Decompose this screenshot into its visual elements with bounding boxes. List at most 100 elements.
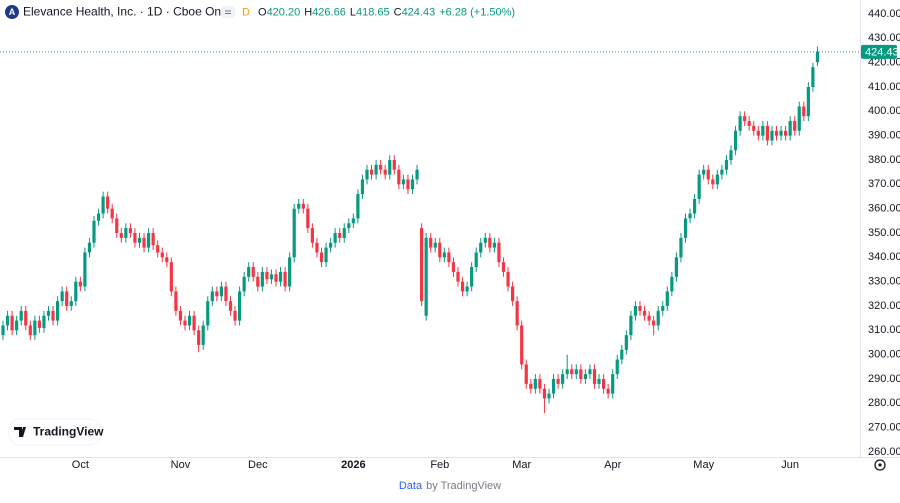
- candle-body: [424, 237, 428, 316]
- candle-body: [711, 179, 715, 185]
- candle-body: [60, 291, 64, 302]
- candle-body: [347, 223, 351, 229]
- candle-body: [802, 106, 806, 117]
- candle-body: [260, 271, 264, 287]
- candle-body: [624, 335, 628, 350]
- y-tick-label: 430.00: [868, 32, 900, 44]
- candle-body: [661, 306, 665, 311]
- header-bg: [2, 2, 472, 22]
- candle-body: [215, 291, 219, 297]
- candle-body: [174, 291, 178, 311]
- candle-body: [756, 130, 760, 136]
- y-tick-label: 370.00: [868, 178, 900, 190]
- c-value: 424.43: [402, 6, 436, 18]
- settings-button[interactable]: [874, 459, 886, 471]
- candle-body: [647, 315, 651, 321]
- candle-body: [406, 179, 410, 190]
- y-tick-label: 390.00: [868, 130, 900, 142]
- candle-body: [674, 257, 678, 277]
- candle-body: [369, 169, 374, 175]
- candle-body: [779, 130, 783, 136]
- candle-body: [479, 242, 483, 253]
- candle-body: [738, 116, 742, 131]
- candle-body: [551, 379, 556, 394]
- y-tick-label: 380.00: [868, 154, 900, 166]
- candle-body: [611, 374, 615, 394]
- c-label: C: [394, 6, 402, 18]
- candle-body: [37, 320, 41, 328]
- candle-body: [51, 310, 55, 321]
- l-value: 418.65: [356, 6, 390, 18]
- candle-body: [351, 218, 355, 224]
- candle-body: [511, 286, 515, 302]
- candle-body: [192, 315, 196, 331]
- candle-body: [797, 106, 801, 131]
- candle-body: [24, 310, 28, 326]
- o-label: O: [258, 6, 267, 18]
- candle-body: [420, 228, 424, 302]
- candle-body: [542, 388, 547, 399]
- plot-area: [0, 46, 860, 414]
- candle-body: [28, 325, 32, 336]
- candle-body: [447, 252, 451, 263]
- candle-body: [278, 271, 283, 282]
- candle-body: [583, 374, 587, 379]
- candle-body: [460, 281, 465, 292]
- candle-body: [397, 169, 401, 185]
- candle-body: [720, 169, 724, 175]
- candle-body: [815, 51, 820, 63]
- settings-icon[interactable]: [874, 459, 886, 471]
- candle-body: [247, 267, 251, 277]
- candle-body: [83, 252, 87, 287]
- candle-body: [761, 125, 765, 136]
- candle-body: [379, 164, 383, 170]
- candle-body: [524, 364, 528, 384]
- candle-body: [301, 203, 305, 209]
- candle-body: [142, 237, 146, 248]
- footer-link[interactable]: Data: [399, 480, 423, 492]
- candle-body: [274, 274, 278, 282]
- candle-body: [633, 306, 638, 316]
- candle-body: [292, 208, 296, 258]
- candle-body: [806, 87, 810, 117]
- candle-body: [492, 242, 496, 248]
- candle-body: [78, 281, 82, 287]
- y-tick-label: 320.00: [868, 300, 900, 312]
- candle-body: [256, 276, 260, 287]
- candle-body: [793, 121, 797, 131]
- candle-body: [570, 369, 574, 375]
- logo: [5, 5, 19, 19]
- candle-body: [602, 379, 606, 389]
- candle-body: [501, 262, 506, 272]
- candle-body: [597, 379, 601, 384]
- candle-body: [410, 179, 415, 190]
- candle-body: [470, 267, 474, 287]
- y-tick-label: 420.00: [868, 57, 900, 69]
- candle-body: [169, 262, 173, 292]
- candle-body: [183, 320, 187, 326]
- candle-body: [160, 252, 164, 258]
- candle-body: [187, 315, 192, 326]
- candle-body: [574, 369, 578, 375]
- candle-body: [715, 174, 719, 185]
- y-tick-label: 260.00: [868, 446, 900, 458]
- candle-body: [56, 301, 60, 321]
- candle-body: [665, 291, 669, 306]
- x-tick-label: Mar: [512, 459, 531, 471]
- ohlc: O420.20 H426.66 L418.65 C424.43 +6.28 (+1.50…: [258, 6, 515, 18]
- y-tick-label: 410.00: [868, 81, 900, 93]
- candle-body: [324, 247, 328, 263]
- candle-body: [210, 291, 214, 302]
- candle-body: [752, 125, 756, 131]
- header: A Elevance Health, Inc. · 1D · Cboe One …: [2, 2, 515, 22]
- x-tick-label: Apr: [604, 459, 621, 471]
- candle-body: [319, 252, 324, 263]
- candle-body: [556, 379, 560, 384]
- y-tick-label: 300.00: [868, 349, 900, 361]
- candle-body: [178, 310, 183, 321]
- candle-body: [388, 160, 392, 175]
- candle-body: [606, 388, 610, 394]
- candle-body: [33, 320, 37, 336]
- hide-badge[interactable]: [221, 6, 235, 18]
- candle-body: [433, 242, 437, 248]
